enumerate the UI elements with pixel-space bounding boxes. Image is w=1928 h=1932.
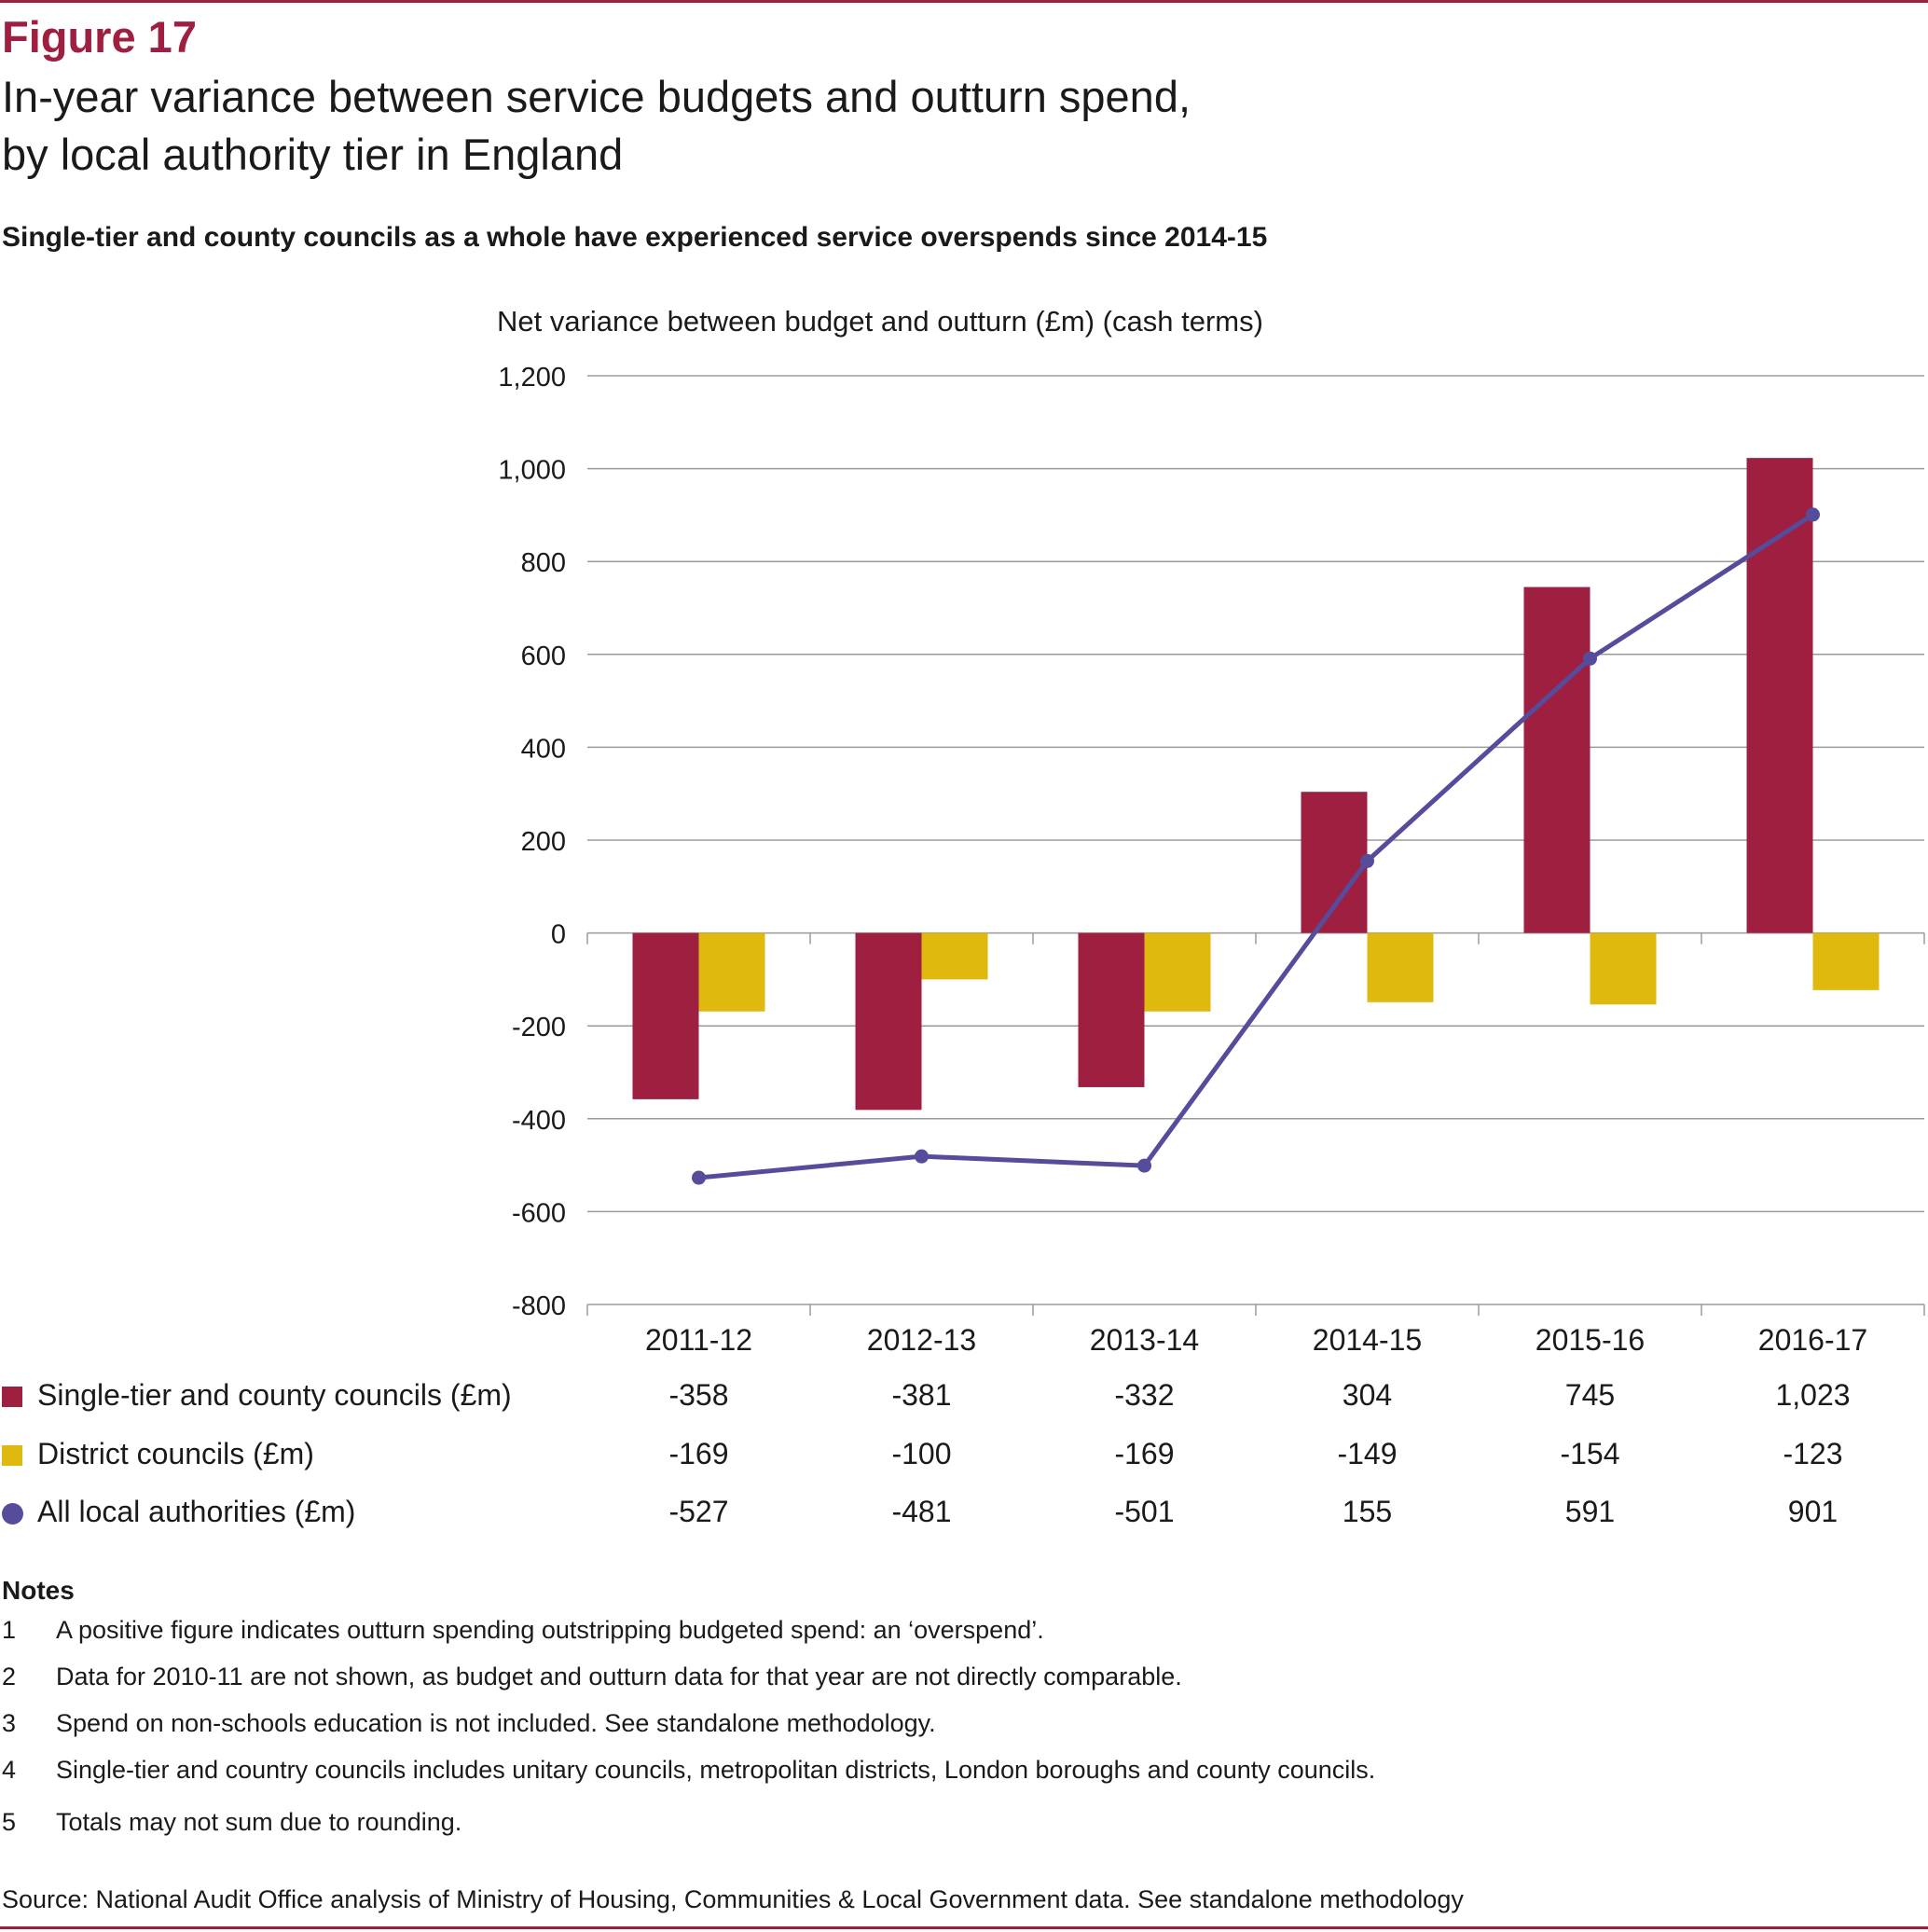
bar-district <box>1812 932 1880 990</box>
table-cell: 304 <box>1342 1378 1393 1412</box>
y-axis-label: Net variance between budget and outturn … <box>497 305 1263 338</box>
note-number: 3 <box>2 1709 17 1737</box>
subtitle: Single-tier and county councils as a who… <box>2 222 1268 253</box>
notes-heading: Notes <box>2 1576 75 1605</box>
table-cell: 1,023 <box>1775 1378 1851 1412</box>
bar-district <box>1144 932 1211 1012</box>
note-text: Data for 2010-11 are not shown, as budge… <box>56 1663 1182 1690</box>
bar-single-tier <box>1746 458 1813 933</box>
table-cell: -100 <box>891 1437 952 1470</box>
note-text: Totals may not sum due to rounding. <box>56 1808 462 1836</box>
table-cell: -481 <box>891 1495 952 1528</box>
point-all-local-authorities <box>1583 651 1597 666</box>
y-tick-label: 0 <box>551 920 566 950</box>
row-label-district: District councils (£m) <box>37 1437 314 1470</box>
x-tick-label: 2013-14 <box>1090 1323 1199 1357</box>
y-tick-label: -200 <box>512 1013 566 1042</box>
y-tick-label: -400 <box>512 1106 566 1136</box>
y-tick-label: 400 <box>521 734 566 764</box>
table-cell: 155 <box>1342 1495 1393 1528</box>
title-line-2: by local authority tier in England <box>2 130 624 179</box>
table-cell: -358 <box>668 1378 729 1412</box>
chart: Net variance between budget and outturn … <box>497 305 1925 1357</box>
point-all-local-authorities <box>915 1149 929 1164</box>
y-tick-label: 200 <box>521 827 566 857</box>
point-all-local-authorities <box>1806 507 1820 522</box>
note-number: 2 <box>2 1663 17 1690</box>
figure-label: Figure 17 <box>2 12 197 62</box>
table-cell: -169 <box>1114 1437 1175 1470</box>
table-cell: -501 <box>1114 1495 1175 1528</box>
note-text: Single-tier and country councils include… <box>56 1756 1376 1784</box>
table-cell: -123 <box>1783 1437 1843 1470</box>
row-label-all: All local authorities (£m) <box>37 1495 356 1528</box>
table-cell: 591 <box>1564 1495 1616 1528</box>
point-all-local-authorities <box>692 1170 706 1185</box>
legend-dot-all <box>2 1503 23 1525</box>
y-tick-label: 600 <box>521 642 566 671</box>
table-cell: -154 <box>1560 1437 1620 1470</box>
x-tick-label: 2016-17 <box>1758 1323 1867 1357</box>
y-tick-label: -800 <box>512 1291 566 1321</box>
legend-swatch-single-tier <box>2 1387 22 1407</box>
table-cell: 901 <box>1787 1495 1838 1528</box>
bar-single-tier <box>632 932 699 1099</box>
bar-district <box>698 932 765 1012</box>
note-item: 3 Spend on non-schools education is not i… <box>2 1709 936 1738</box>
title-line-1: In-year variance between service budgets… <box>2 72 1191 121</box>
note-item: 5 Totals may not sum due to rounding. <box>2 1808 461 1837</box>
y-tick-label: -600 <box>512 1198 566 1228</box>
note-number: 4 <box>2 1756 17 1784</box>
row-label-single-tier: Single-tier and county councils (£m) <box>37 1378 512 1412</box>
note-item: 1 A positive figure indicates outturn spe… <box>2 1616 1044 1645</box>
table-cell: -381 <box>891 1378 952 1412</box>
table-cell: -527 <box>668 1495 729 1528</box>
bar-single-tier <box>1301 792 1368 933</box>
top-rule <box>0 0 1928 3</box>
note-item: 2 Data for 2010-11 are not shown, as budg… <box>2 1663 1182 1691</box>
table-cell: -149 <box>1337 1437 1398 1470</box>
source-note: Source: National Audit Office analysis o… <box>2 1885 1464 1913</box>
note-number: 1 <box>2 1616 17 1644</box>
table-cell: 745 <box>1564 1378 1616 1412</box>
bar-single-tier <box>1078 932 1145 1087</box>
point-all-local-authorities <box>1360 853 1374 868</box>
bottom-rule <box>0 1926 1928 1929</box>
line-all-local-authorities <box>698 512 1814 1180</box>
table-cell: -332 <box>1114 1378 1175 1412</box>
x-tick-label: 2011-12 <box>645 1323 752 1357</box>
bar-district <box>921 932 988 980</box>
y-tick-label: 800 <box>521 548 566 578</box>
note-item: 4 Single-tier and country councils includ… <box>2 1756 1375 1785</box>
note-text: Spend on non-schools education is not in… <box>56 1709 936 1737</box>
note-text: A positive figure indicates outturn spen… <box>56 1616 1044 1644</box>
bar-district <box>1590 932 1657 1005</box>
bar-single-tier <box>1523 586 1591 933</box>
y-tick-label: 1,000 <box>498 456 566 486</box>
note-number: 5 <box>2 1808 17 1836</box>
bar-district <box>1367 932 1434 1002</box>
x-tick-label: 2012-13 <box>867 1323 976 1357</box>
legend-swatch-district <box>2 1445 22 1466</box>
y-tick-label: 1,200 <box>498 363 566 393</box>
point-all-local-authorities <box>1137 1158 1151 1173</box>
x-tick-label: 2014-15 <box>1313 1323 1422 1357</box>
table-cell: -169 <box>668 1437 729 1470</box>
x-tick-label: 2015-16 <box>1536 1323 1645 1357</box>
bar-single-tier <box>855 932 922 1111</box>
